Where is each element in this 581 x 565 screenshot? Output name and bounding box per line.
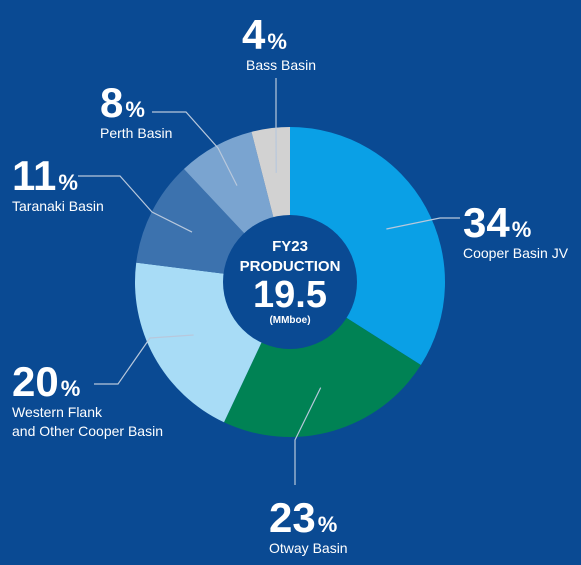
slice-value-label: 11% — [12, 152, 78, 199]
slice-category-label: Taranaki Basin — [12, 198, 104, 214]
slice-category-label: Western Flank — [12, 404, 103, 420]
donut-center — [223, 215, 357, 349]
slice-value-label: 4% — [242, 11, 287, 58]
slice-value-label: 23% — [269, 494, 337, 541]
slice-category-label: Bass Basin — [246, 57, 316, 73]
slice-category-label: and Other Cooper Basin — [12, 423, 163, 439]
slice-value-label: 20% — [12, 358, 80, 405]
leader-line — [386, 217, 460, 230]
slice-value-label: 8% — [100, 79, 145, 126]
leader-lines — [78, 78, 460, 485]
slice-category-label: Perth Basin — [100, 125, 172, 141]
center-value: 19.5 — [253, 274, 327, 316]
leader-line — [152, 111, 238, 186]
slice-labels: 34%Cooper Basin JV 23%Otway Basin 20%Weste… — [12, 11, 569, 556]
center-label: FY23 PRODUCTION 19.5 (MMboe) — [240, 238, 341, 326]
leader-line — [94, 334, 194, 385]
center-unit: (MMboe) — [269, 315, 310, 326]
leader-line — [294, 387, 322, 485]
slice-value-label: 34% — [463, 199, 531, 246]
slice-category-label: Otway Basin — [269, 540, 348, 556]
leader-line — [78, 175, 193, 233]
center-title: FY23 — [272, 238, 308, 255]
center-subtitle: PRODUCTION — [240, 258, 341, 275]
slice-category-label: Cooper Basin JV — [463, 245, 569, 261]
